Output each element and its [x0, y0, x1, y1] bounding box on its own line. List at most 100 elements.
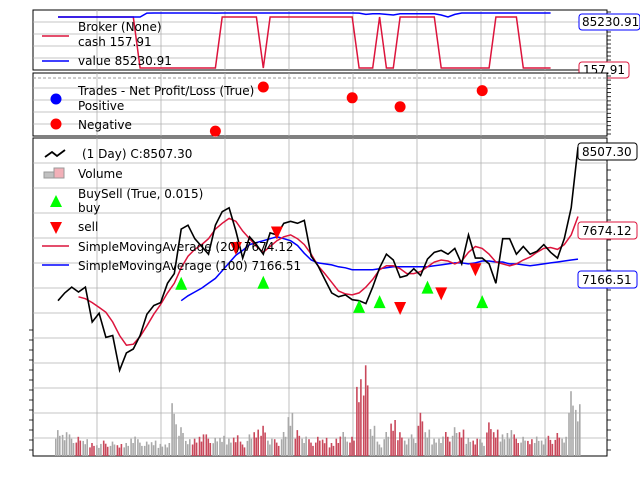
volume-bar — [570, 391, 572, 456]
volume-bar — [394, 420, 396, 456]
volume-bar — [275, 442, 278, 456]
volume-bar — [113, 444, 116, 456]
volume-bar — [561, 438, 563, 456]
volume-bar — [82, 440, 84, 456]
volume-bar — [469, 441, 472, 456]
volume-bar — [296, 430, 299, 456]
volume-bar — [301, 438, 303, 456]
volume-bar — [257, 429, 259, 456]
volume-bar — [175, 424, 177, 456]
volume-bar — [424, 432, 427, 456]
volume-bar — [243, 447, 246, 456]
volume-bar — [173, 413, 175, 456]
close-line — [57, 147, 579, 374]
volume-bar — [520, 442, 522, 456]
close-tag: 8507.30 — [577, 142, 638, 161]
volume-bar — [191, 444, 194, 456]
volume-bar — [549, 439, 552, 456]
volume-bar — [445, 432, 447, 456]
volume-bar — [399, 432, 401, 456]
volume-bar — [106, 446, 109, 456]
volume-bar — [385, 432, 387, 456]
volume-bar — [342, 432, 344, 456]
volume-bar — [421, 421, 424, 456]
buy-legend-label: buy — [78, 201, 100, 215]
trade-point-negative — [257, 81, 269, 93]
volume-bar — [319, 440, 321, 456]
volume-bar — [563, 442, 565, 456]
cash-legend-label: cash 157.91 — [78, 35, 152, 49]
trade-point-negative — [394, 101, 406, 113]
buy-marker — [353, 299, 366, 313]
volume-bar — [102, 440, 105, 456]
volume-bar — [438, 438, 440, 456]
volume-bar — [496, 429, 499, 456]
sell-marker — [229, 242, 242, 255]
buy-marker — [257, 275, 270, 289]
volume-bar — [325, 437, 328, 456]
volume-bar — [527, 440, 529, 456]
volume-bar — [303, 443, 305, 456]
volume-bar — [84, 444, 86, 456]
volume-bar — [141, 445, 143, 456]
volume-bar — [513, 434, 515, 456]
volume-bar — [335, 438, 338, 456]
volume-bar — [407, 438, 410, 456]
volume-bar — [305, 436, 307, 456]
volume-bar — [537, 440, 540, 456]
volume-bar — [269, 444, 271, 456]
volume-bar — [223, 435, 225, 456]
price-panel: (1 Day) C:8507.30 Volume BuySell (True, … — [29, 137, 638, 457]
buysell-legend-title: BuySell (True, 0.015) — [78, 187, 203, 201]
broker-grid — [33, 10, 607, 70]
broker-legend-title: Broker (None) — [78, 20, 162, 34]
volume-bar — [198, 436, 201, 456]
volume-bar — [397, 440, 399, 456]
volume-bar — [510, 430, 513, 456]
volume-bar — [522, 436, 524, 456]
volume-bar — [524, 440, 526, 456]
volume-bar — [431, 444, 433, 456]
volume-bar — [451, 435, 454, 456]
volume-bar — [230, 442, 232, 456]
volume-bar — [481, 442, 483, 456]
trade-points — [209, 81, 488, 137]
volume-bar — [499, 441, 502, 456]
volume-bar — [185, 440, 187, 456]
volume-bar — [193, 438, 196, 456]
volume-legend-swatch-b — [53, 167, 65, 179]
volume-bar — [130, 438, 132, 456]
price-panel-frame — [32, 137, 608, 457]
volume-bar — [458, 432, 461, 456]
volume-bar — [86, 439, 88, 456]
volume-bar — [474, 444, 476, 456]
volume-bar — [531, 439, 533, 456]
volume-bar — [483, 445, 485, 456]
volume-bar — [503, 439, 506, 456]
volume-bar — [554, 439, 557, 456]
sell-marker — [270, 226, 283, 240]
volume-bar — [248, 434, 251, 456]
volume-bar — [356, 386, 358, 456]
volume-bar — [403, 440, 406, 456]
trade-point-negative — [209, 125, 221, 137]
volume-bar — [405, 444, 408, 456]
volume-bar — [308, 439, 310, 456]
volume-bar — [551, 443, 554, 456]
volume-bar — [212, 443, 214, 456]
close-legend-swatch — [44, 149, 66, 158]
volume-bar — [414, 443, 417, 456]
sma20-line — [78, 216, 579, 347]
trades-panel: Trades - Net Profit/Loss (True) Positive… — [32, 72, 611, 137]
volume-bar — [253, 432, 255, 456]
volume-bar — [565, 436, 567, 456]
volume-bar — [317, 436, 319, 456]
volume-bar — [366, 385, 369, 456]
volume-bar — [241, 444, 244, 456]
volume-bar — [68, 434, 71, 456]
volume-bar — [123, 447, 125, 456]
volume-bar — [65, 432, 68, 456]
volume-bar — [239, 441, 242, 456]
volume-bar — [501, 434, 504, 456]
volume-bar — [164, 444, 167, 456]
